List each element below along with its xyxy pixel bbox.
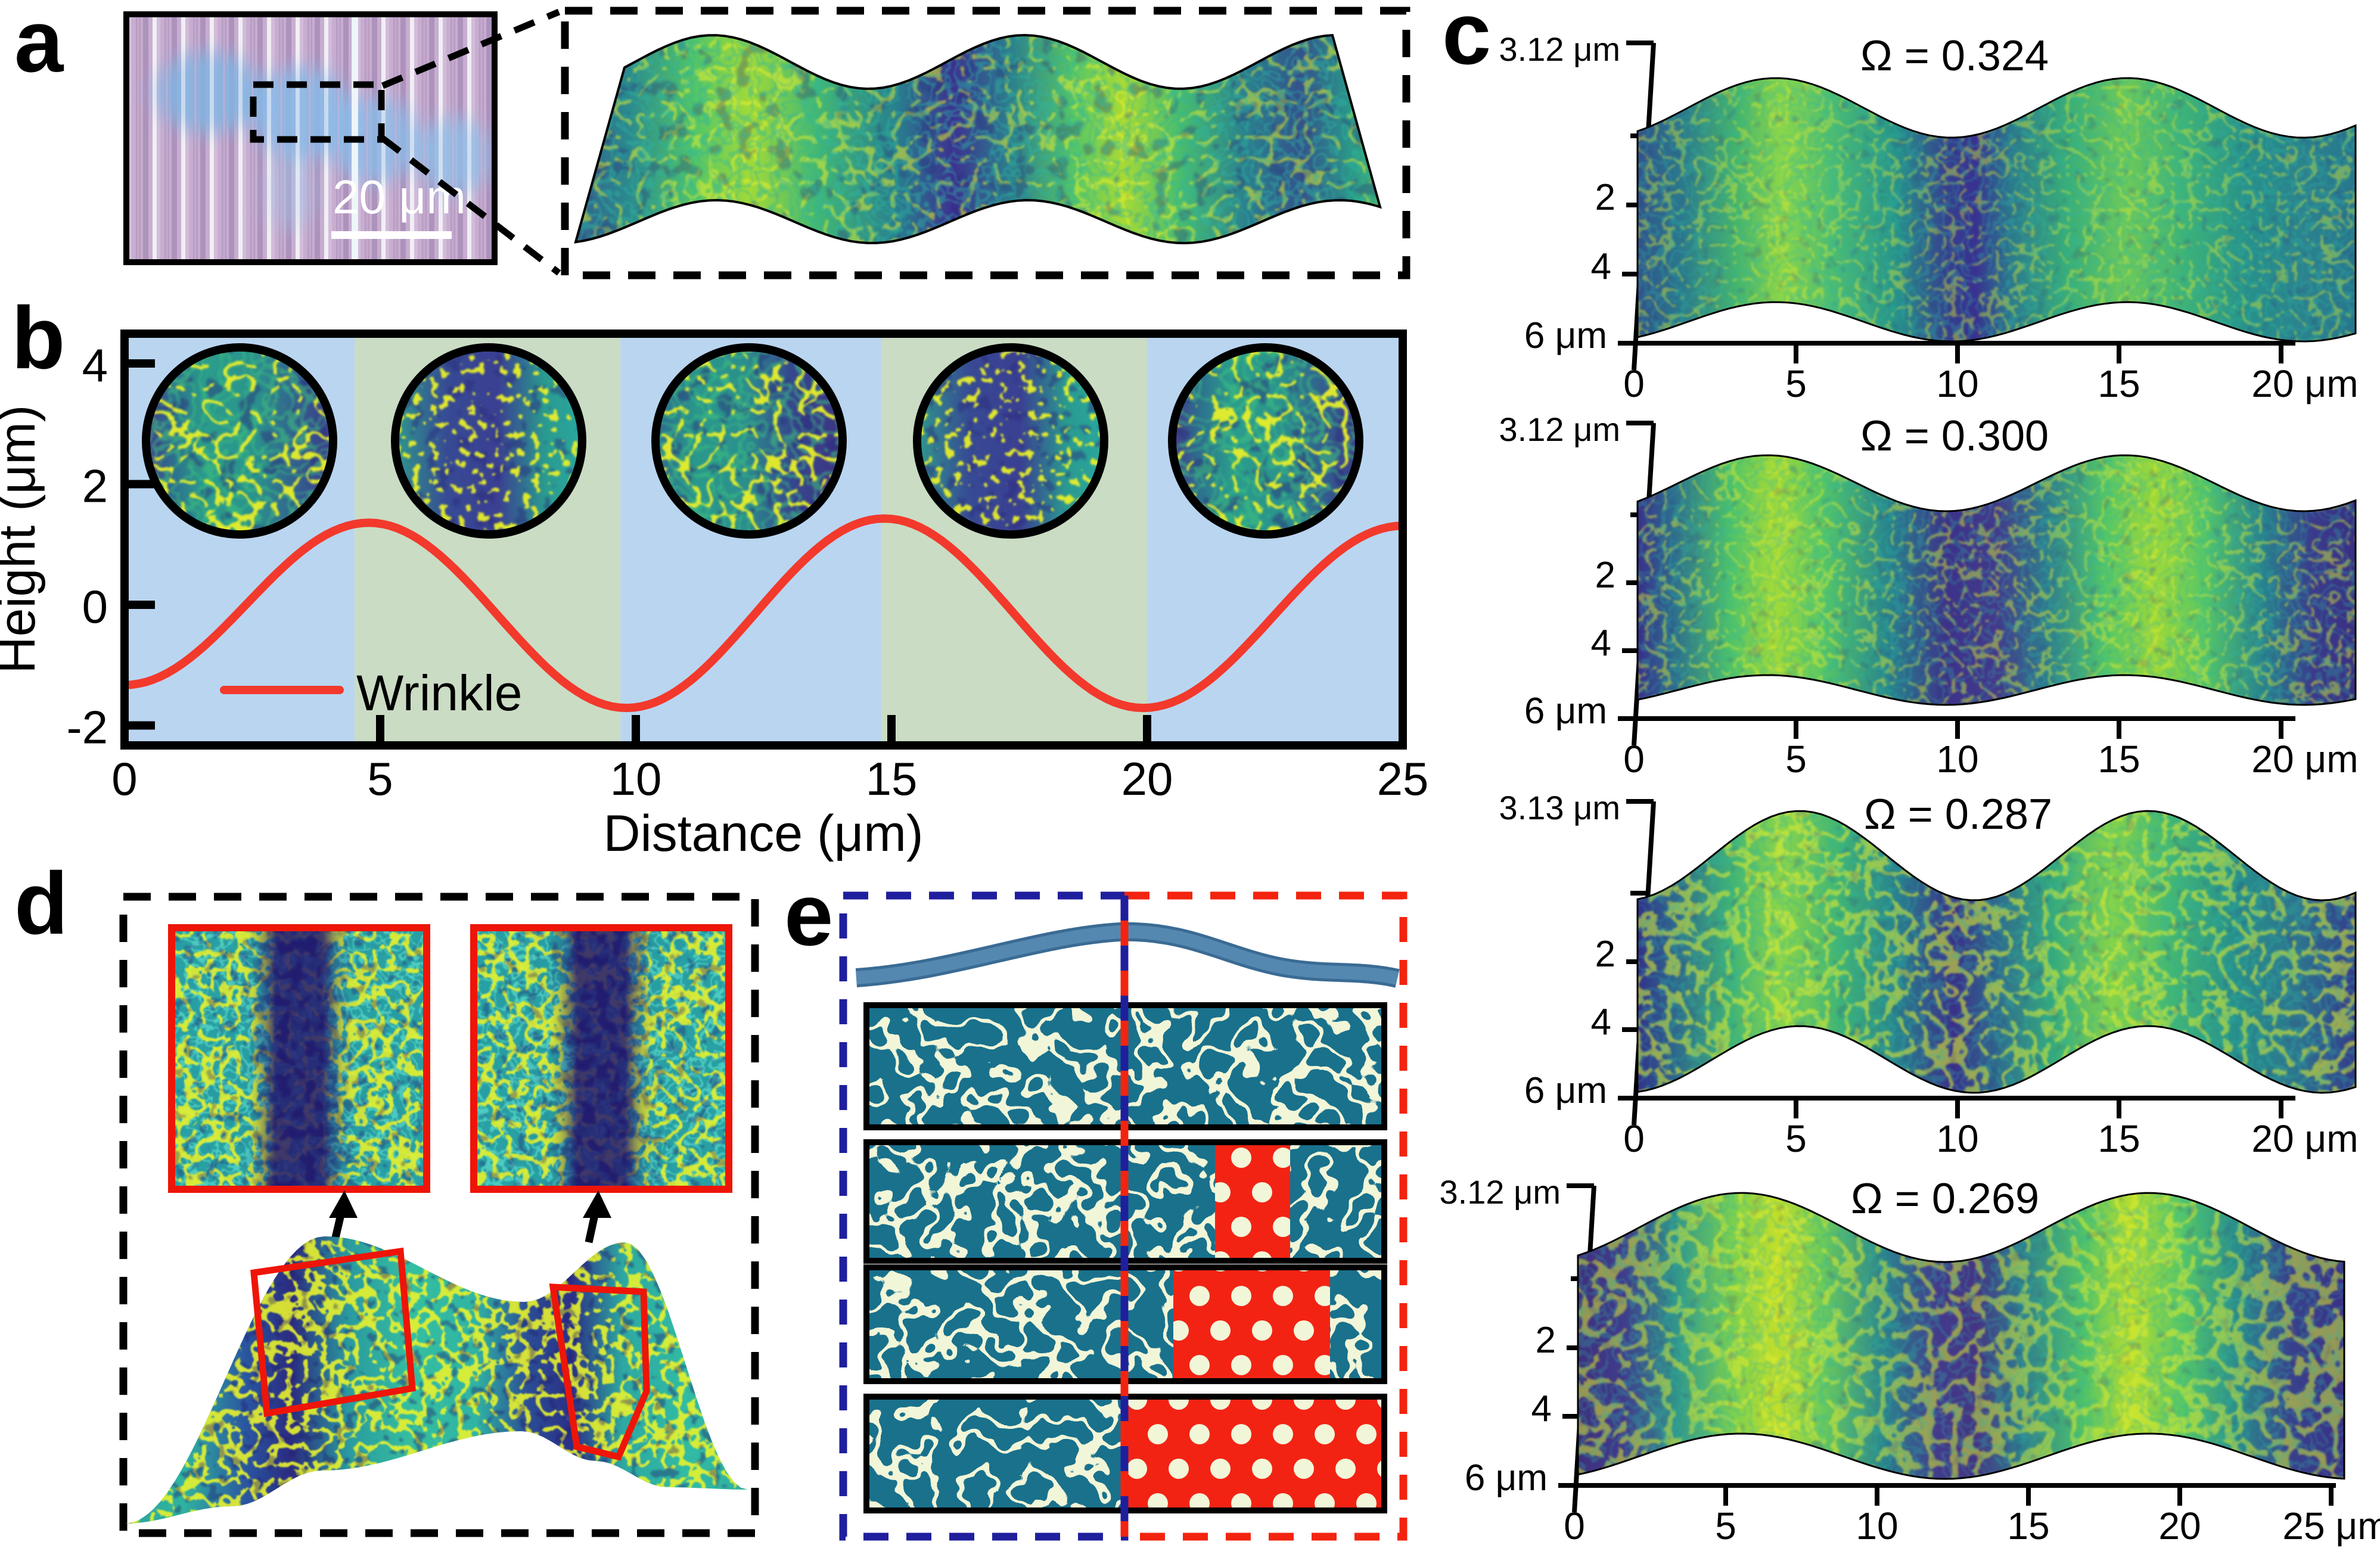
svg-text:2: 2 — [1595, 934, 1615, 975]
svg-text:e: e — [784, 866, 833, 964]
svg-text:2: 2 — [1595, 177, 1615, 218]
svg-text:10: 10 — [1936, 738, 1978, 781]
svg-text:3.12 μm: 3.12 μm — [1499, 30, 1620, 68]
svg-text:6 μm: 6 μm — [1524, 691, 1607, 732]
svg-text:0: 0 — [111, 753, 137, 805]
svg-text:0: 0 — [82, 580, 108, 633]
svg-text:6 μm: 6 μm — [1524, 1070, 1607, 1111]
svg-text:15: 15 — [2007, 1505, 2049, 1547]
svg-text:Ω = 0.300: Ω = 0.300 — [1860, 412, 2049, 460]
svg-text:0: 0 — [1623, 362, 1645, 405]
svg-text:20 μm: 20 μm — [2251, 1117, 2358, 1160]
svg-text:4: 4 — [1531, 1388, 1552, 1429]
svg-text:2: 2 — [1595, 555, 1615, 596]
svg-text:a: a — [14, 0, 64, 91]
svg-text:10: 10 — [1936, 362, 1978, 405]
svg-text:4: 4 — [82, 339, 108, 391]
svg-text:Ω = 0.287: Ω = 0.287 — [1864, 791, 2052, 838]
svg-text:0: 0 — [1564, 1505, 1585, 1547]
svg-text:c: c — [1442, 0, 1491, 83]
svg-text:Height (μm): Height (μm) — [0, 405, 46, 674]
svg-text:20: 20 — [2158, 1505, 2201, 1547]
svg-text:20 μm: 20 μm — [333, 170, 466, 223]
svg-text:10: 10 — [1856, 1505, 1898, 1547]
svg-text:3.12 μm: 3.12 μm — [1499, 411, 1620, 448]
svg-text:2: 2 — [1536, 1320, 1556, 1361]
svg-text:Wrinkle: Wrinkle — [356, 665, 523, 721]
svg-text:15: 15 — [2098, 362, 2140, 405]
svg-text:20: 20 — [1121, 753, 1173, 805]
svg-text:6 μm: 6 μm — [1465, 1457, 1548, 1499]
svg-text:15: 15 — [2098, 738, 2140, 781]
svg-text:25: 25 — [1377, 753, 1429, 805]
svg-text:4: 4 — [1591, 623, 1611, 664]
svg-text:5: 5 — [1715, 1505, 1736, 1547]
svg-text:2: 2 — [82, 460, 108, 512]
svg-text:3.13 μm: 3.13 μm — [1499, 789, 1620, 826]
svg-text:10: 10 — [1936, 1117, 1978, 1160]
svg-text:d: d — [14, 854, 68, 953]
svg-text:20 μm: 20 μm — [2251, 362, 2358, 405]
svg-text:10: 10 — [610, 753, 662, 805]
svg-text:6 μm: 6 μm — [1524, 315, 1607, 356]
svg-text:5: 5 — [1785, 362, 1807, 405]
svg-text:4: 4 — [1591, 246, 1611, 287]
svg-text:0: 0 — [1623, 1117, 1645, 1160]
svg-text:25 μm: 25 μm — [2282, 1505, 2380, 1547]
svg-text:b: b — [11, 289, 65, 387]
svg-text:-2: -2 — [67, 701, 108, 754]
svg-text:20 μm: 20 μm — [2251, 738, 2358, 781]
svg-text:Ω = 0.269: Ω = 0.269 — [1851, 1175, 2039, 1223]
svg-text:0: 0 — [1623, 738, 1645, 781]
svg-text:5: 5 — [1785, 738, 1807, 781]
svg-text:4: 4 — [1591, 1002, 1611, 1043]
svg-text:15: 15 — [866, 753, 918, 805]
svg-text:Distance (μm): Distance (μm) — [604, 805, 924, 862]
svg-text:Ω = 0.324: Ω = 0.324 — [1860, 32, 2049, 80]
svg-text:3.12 μm: 3.12 μm — [1440, 1173, 1561, 1211]
svg-text:5: 5 — [367, 753, 393, 805]
svg-text:15: 15 — [2098, 1117, 2140, 1160]
svg-text:5: 5 — [1785, 1117, 1807, 1160]
